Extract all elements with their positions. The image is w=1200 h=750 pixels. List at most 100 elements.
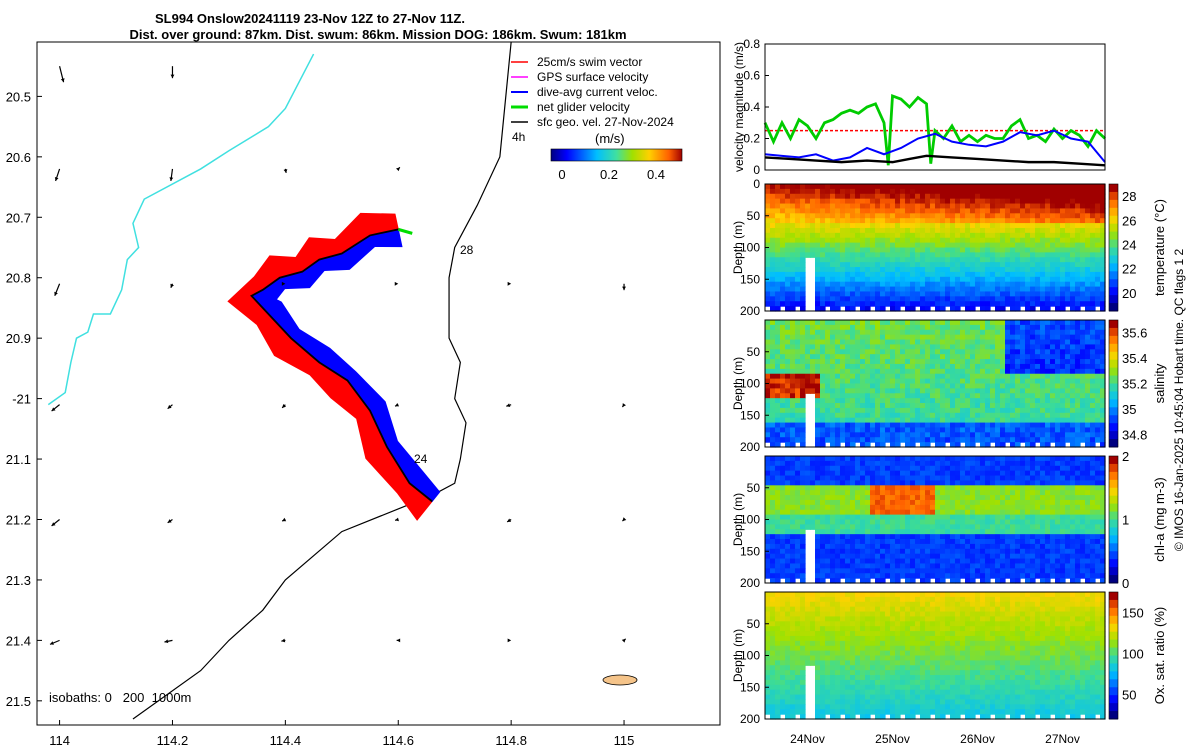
section-cell xyxy=(895,465,901,472)
section-cell xyxy=(965,470,971,477)
section-cell xyxy=(980,442,986,448)
section-cell xyxy=(820,529,826,535)
section-cell xyxy=(950,407,956,414)
section-cell xyxy=(955,509,961,516)
section-cell xyxy=(1045,227,1051,234)
section-cell xyxy=(790,407,796,414)
section-cell xyxy=(895,383,901,389)
section-cell xyxy=(1080,281,1086,288)
section-cell xyxy=(860,412,866,419)
section-cell xyxy=(970,398,976,404)
section-cell xyxy=(970,267,976,273)
section-cell xyxy=(850,188,856,195)
section-cell xyxy=(940,407,946,414)
section-cell xyxy=(785,578,791,584)
section-cell xyxy=(910,193,916,200)
section-cell xyxy=(785,306,791,312)
section-cell xyxy=(1095,257,1101,263)
section-cell xyxy=(1020,276,1026,283)
section-cell xyxy=(1020,504,1026,511)
section-cell xyxy=(765,296,771,302)
section-cell xyxy=(995,301,1001,307)
section-cell xyxy=(960,208,966,214)
section-cell xyxy=(1000,573,1006,579)
section-cell xyxy=(990,344,996,350)
section-cell xyxy=(850,495,856,501)
section-cell xyxy=(905,218,911,224)
section-cell xyxy=(950,262,956,268)
section-cell xyxy=(900,412,906,419)
section-cell xyxy=(1050,276,1056,283)
section-cell xyxy=(1010,339,1016,346)
section-cell xyxy=(915,291,921,297)
section-cell xyxy=(1010,407,1016,414)
section-cell xyxy=(985,320,991,326)
section-cell xyxy=(1095,412,1101,419)
section-cell xyxy=(940,213,946,219)
section-cell xyxy=(995,412,1001,419)
section-cell xyxy=(985,218,991,224)
section-cell xyxy=(850,490,856,496)
section-cell xyxy=(810,349,816,355)
section-cell xyxy=(775,524,781,530)
section-cell xyxy=(780,422,786,429)
section-cell xyxy=(800,301,806,307)
annotation-24: 24 xyxy=(414,452,428,466)
section-cell xyxy=(905,422,911,429)
section-cell xyxy=(860,232,866,239)
colorbar-segment xyxy=(1109,287,1118,296)
section-cell xyxy=(1080,324,1086,331)
section-cell xyxy=(1005,460,1011,467)
section-cell xyxy=(915,529,921,535)
section-cell xyxy=(990,509,996,516)
section-cell xyxy=(990,359,996,365)
section-cell xyxy=(1100,324,1106,331)
section-cell xyxy=(820,480,826,486)
section-cell xyxy=(920,403,926,409)
section-cell xyxy=(960,465,966,472)
section-cell xyxy=(1025,393,1031,399)
section-cell xyxy=(825,320,831,326)
section-cell xyxy=(830,563,836,569)
section-cell xyxy=(845,563,851,569)
section-cell xyxy=(950,213,956,219)
section-cell xyxy=(945,495,951,501)
section-cell xyxy=(1035,422,1041,429)
section-cell xyxy=(960,232,966,239)
section-cell xyxy=(980,427,986,433)
section-cell xyxy=(1075,437,1081,443)
section-cell xyxy=(945,548,951,555)
section-cell xyxy=(1085,417,1091,424)
section-cell xyxy=(1005,301,1011,307)
section-cell xyxy=(970,223,976,229)
section-cell xyxy=(965,349,971,355)
section-cell xyxy=(865,388,871,394)
section-cell xyxy=(910,553,916,560)
section-cell xyxy=(1100,383,1106,389)
section-cell xyxy=(955,543,961,550)
section-cell xyxy=(855,334,861,341)
section-cell xyxy=(765,301,771,307)
section-cell xyxy=(865,198,871,205)
section-cell xyxy=(785,563,791,569)
section-cell xyxy=(965,237,971,244)
section-cell xyxy=(775,223,781,229)
section-cell xyxy=(960,539,966,545)
section-cell xyxy=(790,548,796,555)
section-cell xyxy=(890,388,896,394)
velocity-panel: 00.20.40.60.8 velocity magnitude (m/s) xyxy=(732,37,1106,177)
section-cell xyxy=(1015,188,1021,195)
section-cell xyxy=(920,232,926,239)
section-cell xyxy=(840,242,846,249)
section-cell xyxy=(830,252,836,258)
section-cell xyxy=(1100,437,1106,443)
section-cell xyxy=(1055,271,1061,278)
section-cell xyxy=(955,388,961,394)
section-cell xyxy=(935,539,941,545)
section-cell xyxy=(890,407,896,414)
section-cell xyxy=(960,558,966,565)
section-cell xyxy=(770,281,776,288)
section-cell xyxy=(840,378,846,385)
section-cell xyxy=(855,437,861,443)
section-cell xyxy=(855,271,861,278)
